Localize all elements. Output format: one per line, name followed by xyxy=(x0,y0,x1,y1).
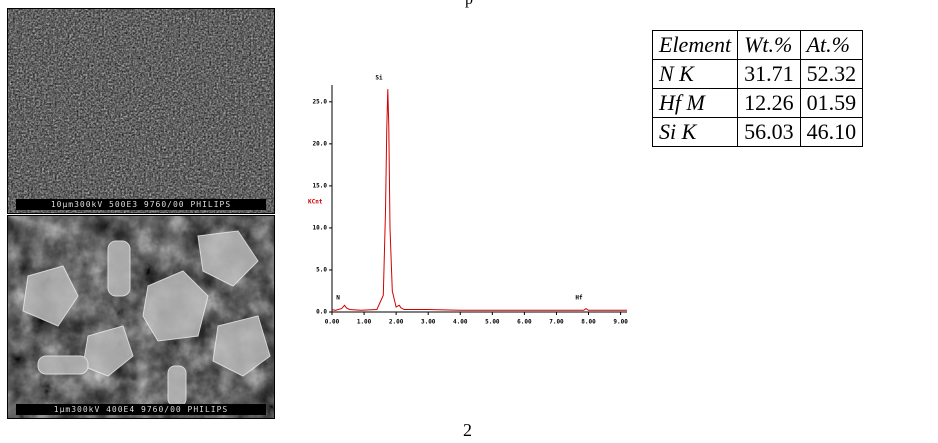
table-cell: 56.03 xyxy=(737,117,801,147)
x-tick-label: 4.00 xyxy=(453,319,468,326)
x-tick-label: 3.00 xyxy=(421,319,436,326)
table-row: Si K 56.03 46.10 xyxy=(651,117,864,147)
y-tick-label: 15.0 xyxy=(313,182,328,189)
table-cell: Si K xyxy=(651,117,739,147)
peak-label: N xyxy=(336,295,340,302)
y-tick-label: 20.0 xyxy=(313,140,328,147)
composition-table: Element Wt.% At.% N K 31.71 52.32 Hf M 12.26 01.… xyxy=(651,30,864,147)
table-cell: Element xyxy=(651,30,739,60)
table-row: Hf M 12.26 01.59 xyxy=(651,88,864,118)
peak-label: Hf xyxy=(575,295,583,302)
cut-text: p xyxy=(465,0,473,9)
y-tick-label: 10.0 xyxy=(313,224,328,231)
table-cell: 46.10 xyxy=(799,117,864,147)
x-tick-label: 2.00 xyxy=(389,319,404,326)
sem-texture xyxy=(8,216,274,418)
table-cell: Hf M xyxy=(651,88,739,118)
sem-image: 1μm300kV 400E4 9760/00 PHILIPS xyxy=(7,215,275,419)
x-tick-label: 9.00 xyxy=(613,319,628,326)
table-cell: 12.26 xyxy=(737,88,801,118)
y-tick-label: 0.0 xyxy=(316,309,327,316)
table-cell: Wt.% xyxy=(737,30,801,60)
table-cell: 31.71 xyxy=(737,59,801,89)
x-tick-label: 1.00 xyxy=(357,319,372,326)
x-tick-label: 8.00 xyxy=(581,319,596,326)
y-tick-label: 25.0 xyxy=(313,98,328,105)
scale-bar: 10μm300kV 500E3 9760/00 PHILIPS xyxy=(16,199,266,210)
sem-texture xyxy=(8,9,274,213)
x-tick-label: 6.00 xyxy=(517,319,532,326)
table-cell: At.% xyxy=(799,30,864,60)
table-cell: N K xyxy=(651,59,739,89)
table-cell: 01.59 xyxy=(799,88,864,118)
scale-bar: 1μm300kV 400E4 9760/00 PHILIPS xyxy=(16,404,266,415)
x-tick-label: 5.00 xyxy=(485,319,500,326)
table-row: N K 31.71 52.32 xyxy=(651,59,864,89)
peak-label: Si xyxy=(375,75,383,82)
sem-image: 10μm300kV 500E3 9760/00 PHILIPS xyxy=(7,8,275,214)
x-tick-label: 0.00 xyxy=(325,319,340,326)
y-tick-label: 5.0 xyxy=(316,266,327,273)
spectrum-chart: 0.0 5.0 10.0 15.0 20.0 25.0 0.00 1.00 2.00 3.00 4.… xyxy=(308,75,628,326)
spectrum-line xyxy=(331,89,627,311)
y-axis-label: KCnt xyxy=(308,199,323,206)
table-cell: 52.32 xyxy=(799,59,864,89)
page-number: 2 xyxy=(463,420,472,440)
x-tick-label: 7.00 xyxy=(549,319,564,326)
table-header: Element Wt.% At.% xyxy=(651,30,864,60)
